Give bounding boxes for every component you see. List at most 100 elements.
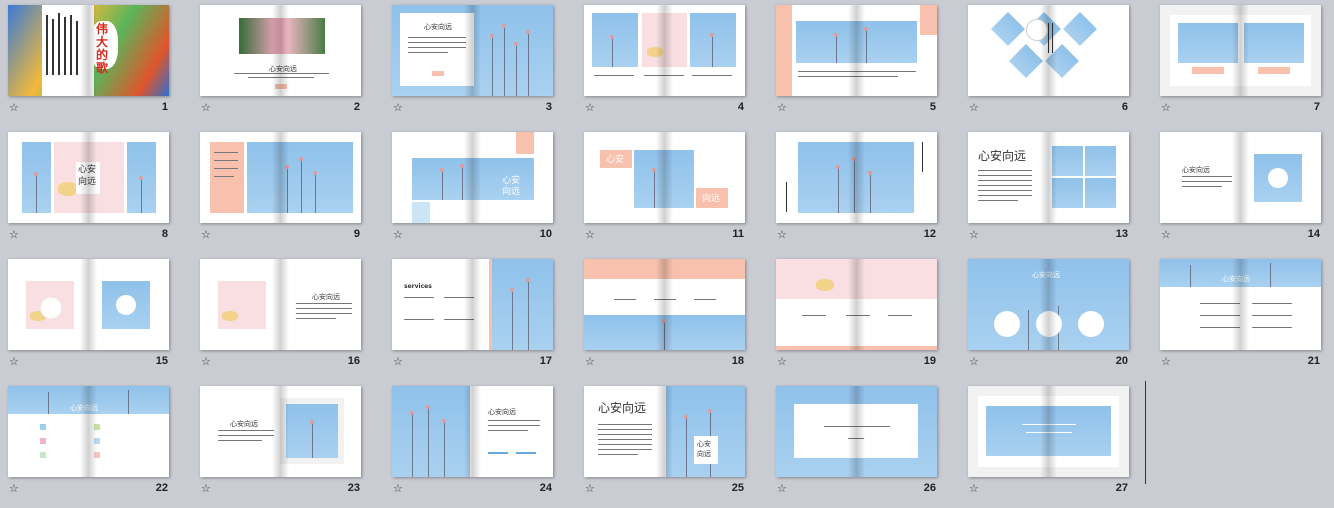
star-icon[interactable]: ☆ bbox=[1161, 228, 1171, 241]
slide-cell-2[interactable]: 心安向远 ☆ 2 bbox=[192, 0, 384, 127]
slide-number: 6 bbox=[1121, 101, 1128, 113]
star-icon[interactable]: ☆ bbox=[969, 355, 979, 368]
slide-thumbnail[interactable]: 心安向远 bbox=[8, 386, 169, 477]
slide-title: services bbox=[404, 283, 432, 290]
slide-cell-27[interactable]: ☆ 27 bbox=[960, 381, 1152, 508]
slide-number: 15 bbox=[155, 355, 168, 367]
star-icon[interactable]: ☆ bbox=[393, 355, 403, 368]
slide-cell-15[interactable]: ☆ 15 bbox=[0, 254, 192, 381]
slide-title: 心安向远 bbox=[502, 176, 521, 197]
star-icon[interactable]: ☆ bbox=[969, 482, 979, 495]
slide-number: 8 bbox=[161, 228, 168, 240]
slide-cell-25[interactable]: 心安向远 心安向远 ☆ 25 bbox=[576, 381, 768, 508]
slide-cell-16[interactable]: 心安向远 ☆ 16 bbox=[192, 254, 384, 381]
slide-thumbnail[interactable] bbox=[776, 132, 937, 223]
star-icon[interactable]: ☆ bbox=[393, 101, 403, 114]
star-icon[interactable]: ☆ bbox=[1161, 355, 1171, 368]
slide-cell-10[interactable]: 心安向远 ☆ 10 bbox=[384, 127, 576, 254]
star-icon[interactable]: ☆ bbox=[201, 228, 211, 241]
slide-thumbnail[interactable]: 伟大的歌 bbox=[8, 5, 169, 96]
slide-number: 24 bbox=[539, 482, 552, 494]
slide-cell-3[interactable]: 心安向远 ☆ 3 bbox=[384, 0, 576, 127]
macaron-photo bbox=[642, 13, 687, 67]
slide-cell-18[interactable]: ☆ 18 bbox=[576, 254, 768, 381]
slide-thumbnail[interactable] bbox=[8, 259, 169, 350]
slide-thumbnail[interactable] bbox=[584, 259, 745, 350]
slide-thumbnail[interactable]: 心安向远 心安向远 bbox=[584, 386, 745, 477]
star-icon[interactable]: ☆ bbox=[9, 355, 19, 368]
slide-title: 心安向远 bbox=[1182, 166, 1210, 174]
slide-thumbnail[interactable]: 心安向远 bbox=[200, 259, 361, 350]
slide-thumbnail[interactable] bbox=[776, 386, 937, 477]
slide-cell-8[interactable]: 心安向远 ☆ 8 bbox=[0, 127, 192, 254]
slide-cell-21[interactable]: 心安向远 ☆ 21 bbox=[1152, 254, 1334, 381]
slide-thumbnail[interactable] bbox=[1160, 5, 1321, 96]
star-icon[interactable]: ☆ bbox=[777, 355, 787, 368]
slide-cell-9[interactable]: ☆ 9 bbox=[192, 127, 384, 254]
slide-thumbnail[interactable]: 心安向远 bbox=[200, 5, 361, 96]
star-icon[interactable]: ☆ bbox=[9, 228, 19, 241]
star-icon[interactable]: ☆ bbox=[393, 228, 403, 241]
star-icon[interactable]: ☆ bbox=[777, 228, 787, 241]
slide-cell-19[interactable]: ☆ 19 bbox=[768, 254, 960, 381]
flower-photo bbox=[392, 386, 470, 477]
slide-cell-6[interactable]: ☆ 6 bbox=[960, 0, 1152, 127]
slide-cell-14[interactable]: 心安向远 ☆ 14 bbox=[1152, 127, 1334, 254]
star-icon[interactable]: ☆ bbox=[201, 482, 211, 495]
slide-cell-20[interactable]: 心安向远 ☆ 20 bbox=[960, 254, 1152, 381]
slide-number: 23 bbox=[347, 482, 360, 494]
slide-cell-17[interactable]: services ☆ 17 bbox=[384, 254, 576, 381]
star-icon[interactable]: ☆ bbox=[777, 101, 787, 114]
slide-cell-5[interactable]: ☆ 5 bbox=[768, 0, 960, 127]
slide-cell-13[interactable]: 心安向远 ☆ 13 bbox=[960, 127, 1152, 254]
slide-thumbnail[interactable] bbox=[968, 5, 1129, 96]
slide-thumbnail[interactable] bbox=[776, 5, 937, 96]
slide-thumbnail[interactable]: 心安向远 bbox=[8, 132, 169, 223]
star-icon[interactable]: ☆ bbox=[969, 228, 979, 241]
slide-title: 心安向远 bbox=[70, 404, 98, 412]
slide-thumbnail[interactable] bbox=[584, 5, 745, 96]
insertion-cursor bbox=[1145, 381, 1146, 484]
star-icon[interactable]: ☆ bbox=[201, 355, 211, 368]
slide-thumbnail[interactable]: 心安向远 bbox=[392, 5, 553, 96]
slide-thumbnail[interactable]: 心安向远 bbox=[1160, 132, 1321, 223]
slide-thumbnail[interactable]: 心安向远 bbox=[1160, 259, 1321, 350]
star-icon[interactable]: ☆ bbox=[201, 101, 211, 114]
slide-number: 7 bbox=[1313, 101, 1320, 113]
slide-number: 1 bbox=[161, 101, 168, 113]
slide-cell-12[interactable]: ☆ 12 bbox=[768, 127, 960, 254]
slide-number: 17 bbox=[539, 355, 552, 367]
star-icon[interactable]: ☆ bbox=[393, 482, 403, 495]
slide-cell-1[interactable]: 伟大的歌 ☆ 1 bbox=[0, 0, 192, 127]
slide-thumbnail[interactable] bbox=[776, 259, 937, 350]
star-icon[interactable]: ☆ bbox=[585, 228, 595, 241]
star-icon[interactable]: ☆ bbox=[1161, 101, 1171, 114]
slide-thumbnail[interactable]: 心安向远 bbox=[392, 386, 553, 477]
star-icon[interactable]: ☆ bbox=[585, 482, 595, 495]
slide-cell-26[interactable]: ☆ 26 bbox=[768, 381, 960, 508]
slide-thumbnail[interactable]: 心安向远 bbox=[968, 259, 1129, 350]
star-icon[interactable]: ☆ bbox=[585, 101, 595, 114]
slide-cell-22[interactable]: 心安向远 ☆ 22 bbox=[0, 381, 192, 508]
star-icon[interactable]: ☆ bbox=[969, 101, 979, 114]
slide-number: 18 bbox=[731, 355, 744, 367]
slide-thumbnail[interactable]: 心安 向远 bbox=[584, 132, 745, 223]
slide-thumbnail[interactable]: 心安向远 bbox=[392, 132, 553, 223]
slide-thumbnail[interactable] bbox=[200, 132, 361, 223]
slide-cell-7[interactable]: ☆ 7 bbox=[1152, 0, 1334, 127]
slide-cell-23[interactable]: 心安向远 ☆ 23 bbox=[192, 381, 384, 508]
star-icon[interactable]: ☆ bbox=[9, 101, 19, 114]
star-icon[interactable]: ☆ bbox=[585, 355, 595, 368]
slide-thumbnail[interactable] bbox=[968, 386, 1129, 477]
slide-cell-24[interactable]: 心安向远 ☆ 24 bbox=[384, 381, 576, 508]
slide-thumbnail[interactable]: 心安向远 bbox=[200, 386, 361, 477]
slide-thumbnail[interactable]: 心安向远 bbox=[968, 132, 1129, 223]
slide-cell-4[interactable]: ☆ 4 bbox=[576, 0, 768, 127]
star-icon[interactable]: ☆ bbox=[9, 482, 19, 495]
slide-number: 10 bbox=[539, 228, 552, 240]
slide-cell-11[interactable]: 心安 向远 ☆ 11 bbox=[576, 127, 768, 254]
star-icon[interactable]: ☆ bbox=[777, 482, 787, 495]
slide-number: 25 bbox=[731, 482, 744, 494]
slide-number: 2 bbox=[353, 101, 360, 113]
slide-thumbnail[interactable]: services bbox=[392, 259, 553, 350]
